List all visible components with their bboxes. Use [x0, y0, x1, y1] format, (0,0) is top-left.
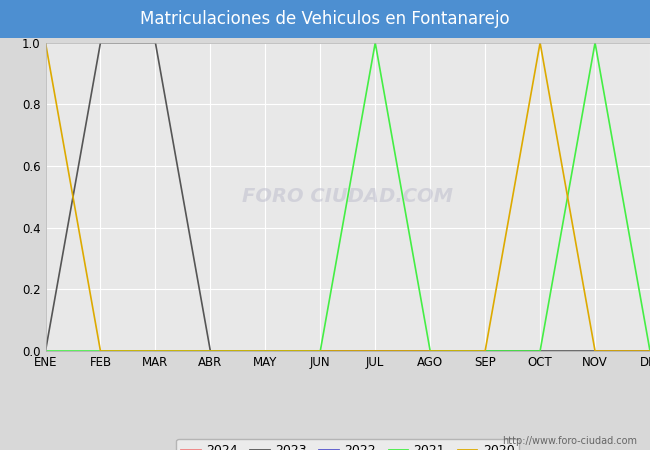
Text: http://www.foro-ciudad.com: http://www.foro-ciudad.com — [502, 436, 637, 446]
Text: Matriculaciones de Vehiculos en Fontanarejo: Matriculaciones de Vehiculos en Fontanar… — [140, 10, 510, 28]
Text: FORO CIUDAD.COM: FORO CIUDAD.COM — [242, 187, 453, 207]
Legend: 2024, 2023, 2022, 2021, 2020: 2024, 2023, 2022, 2021, 2020 — [176, 439, 519, 450]
